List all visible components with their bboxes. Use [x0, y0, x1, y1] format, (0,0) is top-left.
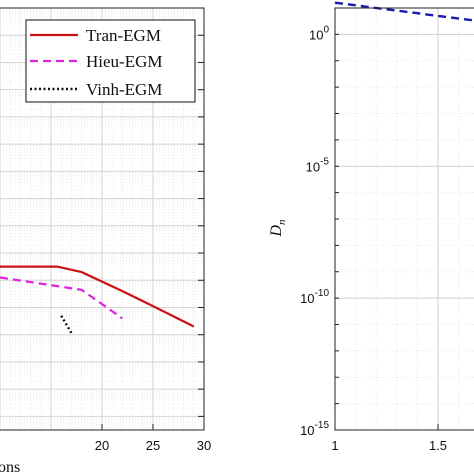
left-plot: 20 25 30 ons Tran-EGM Hieu-EGM Vinh-EGM — [0, 7, 211, 474]
left-xticks: 20 25 30 — [95, 424, 211, 453]
right-series — [334, 1, 474, 22]
right-series-line-0 — [334, 1, 474, 22]
left-series — [0, 265, 195, 336]
legend-item-hieu: Hieu-EGM — [30, 52, 162, 71]
right-xtick-label: 1 — [331, 438, 338, 453]
right-ytick-exponent: -15 — [315, 420, 330, 431]
legend-item-tran: Tran-EGM — [30, 26, 161, 45]
right-ylabel-sub: n — [276, 219, 288, 225]
right-ylabel: Dn — [268, 219, 288, 238]
left-series-line-1 — [0, 276, 124, 320]
left-xtick-label: 20 — [95, 438, 109, 453]
legend-item-vinh: Vinh-EGM — [30, 80, 162, 99]
right-ytick-exponent: 0 — [323, 24, 329, 35]
right-xticks: 11.52 — [331, 424, 447, 453]
left-xtick-label: 25 — [146, 438, 160, 453]
left-yticks — [198, 7, 204, 417]
left-xtick-label: 30 — [197, 438, 211, 453]
right-ytick-base: 10 — [300, 291, 314, 306]
right-ytick-exponent: -10 — [315, 288, 330, 299]
left-series-line-0 — [0, 265, 195, 328]
right-ytick-label: 10-5 — [306, 156, 330, 174]
right-grid — [334, 7, 474, 431]
legend-label-tran: Tran-EGM — [86, 26, 161, 45]
right-ytick-label: 100 — [309, 24, 329, 42]
right-ytick-label: 10-15 — [300, 420, 329, 438]
right-ytick-exponent: -5 — [320, 156, 329, 167]
right-ytick-label: 10-10 — [300, 288, 329, 306]
right-ylabel-main: D — [268, 225, 285, 238]
right-ytick-base: 10 — [300, 423, 314, 438]
right-ytick-base: 10 — [306, 159, 320, 174]
legend: Tran-EGM Hieu-EGM Vinh-EGM — [25, 19, 196, 103]
left-series-line-2 — [60, 315, 74, 336]
legend-label-vinh: Vinh-EGM — [86, 80, 162, 99]
right-ytick-base: 10 — [309, 27, 323, 42]
legend-label-hieu: Hieu-EGM — [86, 52, 162, 71]
right-xtick-label: 1.5 — [429, 438, 447, 453]
left-xlabel-fragment: ons — [0, 459, 20, 474]
